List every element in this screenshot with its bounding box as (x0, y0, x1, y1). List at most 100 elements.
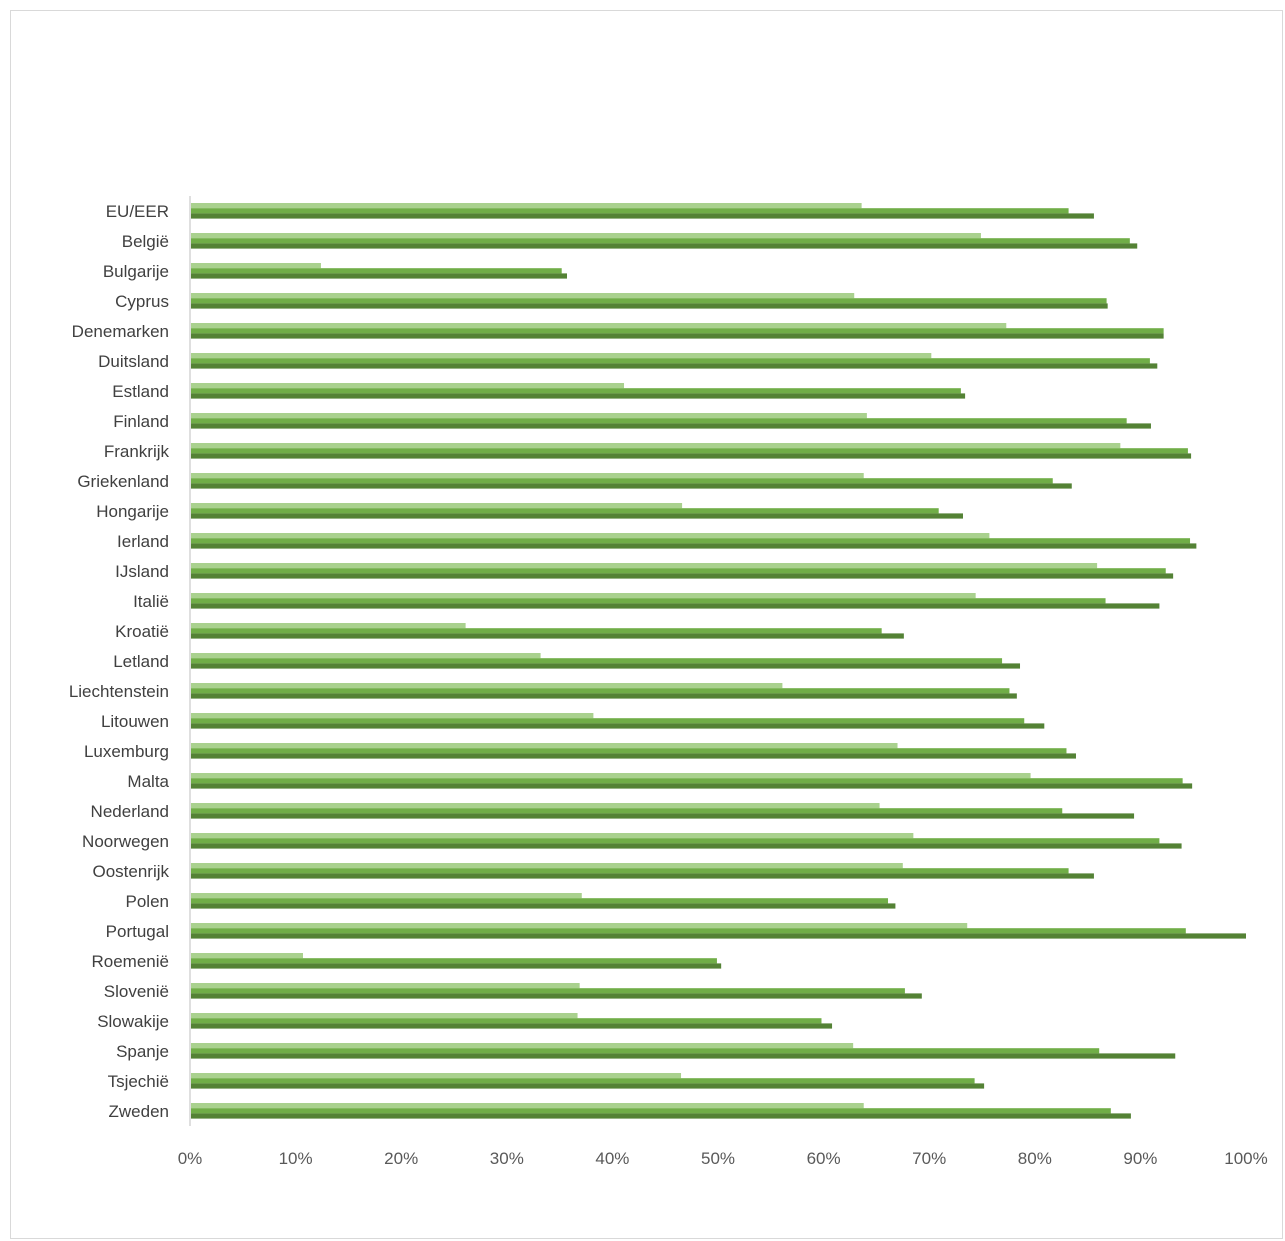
bar-series-3 (191, 633, 904, 639)
category-label: Bulgarije (103, 262, 169, 281)
category-label: Letland (113, 652, 169, 671)
bar-series-1 (191, 713, 594, 719)
bar-series-1 (191, 1013, 578, 1019)
category-label: Nederland (91, 802, 169, 821)
category-label: Griekenland (77, 472, 169, 491)
bar-series-1 (191, 1043, 854, 1049)
bar-series-3 (191, 663, 1021, 669)
bar-series-3 (191, 693, 1017, 699)
chart-area: EU/EER België Bulgarije Cyprus Denemarken Dui… (10, 10, 1283, 1239)
x-axis-tick-labels: 0% 10% 20% 30% 40% 50% 60% 70% 80% 90% 100% (178, 1149, 1268, 1168)
bar-series-3 (191, 573, 1174, 579)
bar-series-1 (191, 803, 880, 809)
bar-series-2 (191, 988, 905, 994)
bar-series-2 (191, 838, 1160, 844)
bar-series-3 (191, 963, 722, 969)
category-label: Slowakije (97, 1012, 169, 1031)
bar-series-1 (191, 533, 990, 539)
x-tick-label: 90% (1123, 1149, 1157, 1168)
bar-series-2 (191, 538, 1191, 544)
category-label: België (122, 232, 169, 251)
category-label: Denemarken (72, 322, 169, 341)
bar-series-2 (191, 778, 1183, 784)
bar-series-3 (191, 603, 1160, 609)
bar-series-3 (191, 423, 1151, 429)
bar-series-1 (191, 293, 855, 299)
x-tick-label: 30% (490, 1149, 524, 1168)
bar-series-2 (191, 508, 939, 514)
bar-series-2 (191, 1078, 975, 1084)
bar-series-2 (191, 448, 1188, 454)
category-label: Polen (126, 892, 169, 911)
bar-series-1 (191, 743, 898, 749)
bar-series-2 (191, 898, 889, 904)
bar-series-2 (191, 658, 1003, 664)
x-tick-label: 20% (384, 1149, 418, 1168)
bar-series-2 (191, 868, 1069, 874)
category-label: IJsland (115, 562, 169, 581)
category-label: Hongarije (96, 502, 169, 521)
bar-series-3 (191, 903, 896, 909)
category-label: Slovenië (104, 982, 169, 1001)
bar-series-3 (191, 1053, 1176, 1059)
bar-series-1 (191, 953, 303, 959)
bar-series-3 (191, 303, 1108, 309)
bar-series-2 (191, 1048, 1100, 1054)
bar-series-3 (191, 453, 1192, 459)
category-label: Litouwen (101, 712, 169, 731)
bar-series-3 (191, 273, 567, 279)
bar-series-1 (191, 563, 1098, 569)
x-tick-label: 80% (1018, 1149, 1052, 1168)
category-label: Tsjechië (108, 1072, 169, 1091)
bar-series-3 (191, 393, 966, 399)
bar-series-1 (191, 203, 862, 209)
bar-series-3 (191, 543, 1197, 549)
bar-series-1 (191, 1073, 682, 1079)
bar-series-3 (191, 363, 1158, 369)
bar-series-3 (191, 753, 1076, 759)
bar-series-3 (191, 1023, 833, 1029)
bar-series-3 (191, 213, 1094, 219)
bar-series-1 (191, 443, 1121, 449)
category-label: Roemenië (92, 952, 170, 971)
bar-series-2 (191, 688, 1010, 694)
bar-series-2 (191, 238, 1130, 244)
bar-series-1 (191, 503, 683, 509)
category-label: Duitsland (98, 352, 169, 371)
bar-series-2 (191, 748, 1067, 754)
bar-series-2 (191, 298, 1107, 304)
x-tick-label: 40% (595, 1149, 629, 1168)
bar-series-3 (191, 1083, 985, 1089)
bar-series-2 (191, 628, 882, 634)
category-label: Spanje (116, 1042, 169, 1061)
bar-series-2 (191, 928, 1186, 934)
category-label: Portugal (106, 922, 169, 941)
bar-series-3 (191, 1113, 1131, 1119)
bar-series-1 (191, 863, 903, 869)
bar-series-3 (191, 483, 1072, 489)
bar-series-1 (191, 923, 968, 929)
x-tick-label: 10% (279, 1149, 313, 1168)
bars-layer (191, 203, 1246, 1119)
bar-series-2 (191, 958, 717, 964)
bar-series-2 (191, 388, 961, 394)
bar-series-1 (191, 383, 625, 389)
bar-chart: EU/EER België Bulgarije Cyprus Denemarken Dui… (69, 196, 1268, 1168)
bar-series-1 (191, 893, 582, 899)
bar-series-1 (191, 413, 867, 419)
bar-series-3 (191, 513, 963, 519)
x-tick-label: 70% (912, 1149, 946, 1168)
bar-series-1 (191, 653, 541, 659)
bar-series-2 (191, 208, 1069, 214)
bar-series-1 (191, 263, 321, 269)
bar-series-2 (191, 808, 1063, 814)
category-label: Liechtenstein (69, 682, 169, 701)
x-tick-label: 0% (178, 1149, 203, 1168)
category-label: Estland (112, 382, 169, 401)
category-label: Kroatië (115, 622, 169, 641)
bar-series-1 (191, 833, 914, 839)
x-tick-label: 100% (1224, 1149, 1267, 1168)
bar-series-3 (191, 843, 1182, 849)
bar-series-1 (191, 473, 864, 479)
category-label: Zweden (109, 1102, 169, 1121)
